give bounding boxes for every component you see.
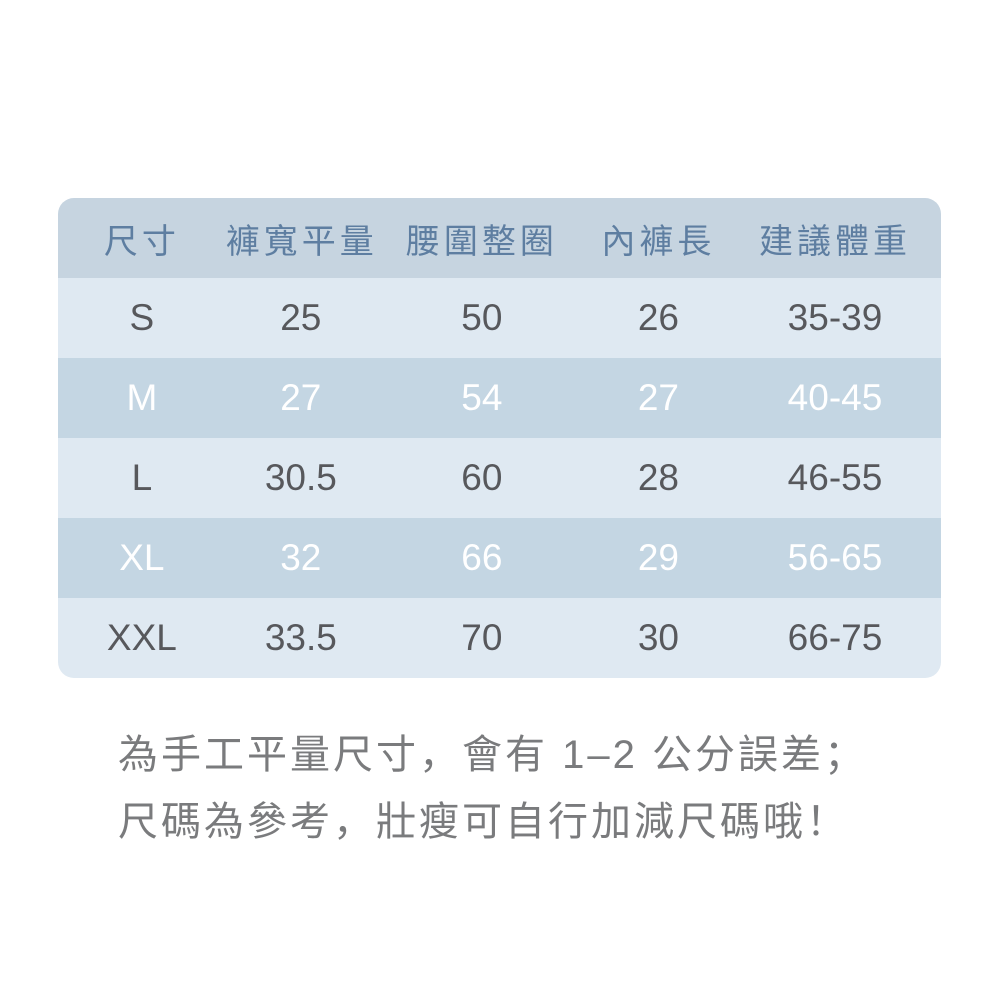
size-chart-table: 尺寸 褲寬平量 腰圍整圈 內褲長 建議體重 S 25 50 26 35-39 M… (58, 198, 941, 678)
cell-size: S (129, 297, 155, 338)
measurement-note: 為手工平量尺寸，會有 1–2 公分誤差； 尺碼為參考，壯瘦可自行加減尺碼哦！ (118, 722, 867, 856)
cell-waist: 70 (461, 617, 503, 658)
cell-pants-width: 32 (280, 537, 322, 578)
table-row-xl: XL 32 66 29 56-65 (58, 518, 941, 598)
column-header-pants-width: 褲寬平量 (225, 222, 378, 261)
cell-size: XXL (106, 617, 177, 658)
cell-size: L (131, 457, 153, 498)
cell-pants-width: 27 (280, 377, 322, 418)
column-header-weight: 建議體重 (759, 222, 911, 261)
column-header-waist: 腰圍整圈 (405, 222, 558, 261)
column-header-inseam: 內褲長 (601, 222, 716, 261)
cell-waist: 54 (461, 377, 503, 418)
note-line-2: 尺碼為參考，壯瘦可自行加減尺碼哦！ (118, 800, 849, 844)
cell-inseam: 28 (637, 457, 679, 498)
cell-weight: 46-55 (787, 457, 883, 498)
cell-weight: 35-39 (787, 297, 883, 338)
table-row-l: L 30.5 60 28 46-55 (58, 438, 941, 518)
cell-weight: 66-75 (787, 617, 883, 658)
cell-pants-width: 25 (280, 297, 322, 338)
cell-pants-width: 30.5 (264, 457, 337, 498)
cell-size: M (126, 377, 158, 418)
column-header-size: 尺寸 (103, 222, 180, 261)
table-row-s: S 25 50 26 35-39 (58, 278, 941, 358)
cell-inseam: 29 (637, 537, 679, 578)
note-line-1: 為手工平量尺寸，會有 1–2 公分誤差； (118, 733, 867, 777)
table-row-xxl: XXL 33.5 70 30 66-75 (58, 598, 941, 678)
cell-inseam: 27 (637, 377, 679, 418)
cell-weight: 40-45 (787, 377, 883, 418)
cell-waist: 50 (461, 297, 503, 338)
cell-waist: 60 (461, 457, 503, 498)
cell-inseam: 30 (637, 617, 679, 658)
cell-weight: 56-65 (787, 537, 883, 578)
cell-size: XL (119, 537, 165, 578)
table-row-m: M 27 54 27 40-45 (58, 358, 941, 438)
cell-waist: 66 (461, 537, 503, 578)
cell-inseam: 26 (637, 297, 679, 338)
cell-pants-width: 33.5 (264, 617, 337, 658)
table-header-row: 尺寸 褲寬平量 腰圍整圈 內褲長 建議體重 (58, 198, 941, 278)
